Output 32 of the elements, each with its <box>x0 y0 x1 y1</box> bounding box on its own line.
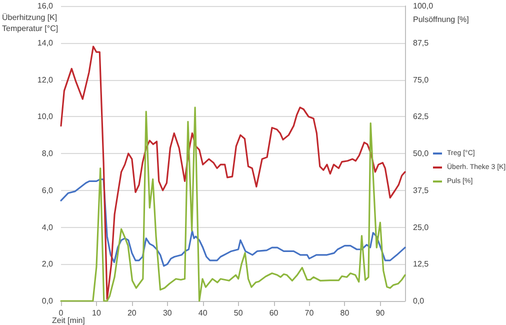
y-tick-label: 2,0 <box>42 260 54 269</box>
y-axis-title: Überhitzung [K] Temperatur [°C] <box>2 13 58 33</box>
x-tick-label: 90 <box>376 308 386 318</box>
x-axis-title: Zeit [min] <box>52 316 85 325</box>
y-tick-label: 0,0 <box>42 296 54 306</box>
y2-tick-label: 0,0 <box>413 296 425 306</box>
y-tick-label: 16,0 <box>37 2 54 10</box>
x-tick-label: 60 <box>269 308 279 318</box>
x-tick-label: 70 <box>304 308 314 318</box>
line-series <box>60 178 406 267</box>
x-tick-label: 80 <box>340 308 350 318</box>
y2-tick-label: 12,5 <box>413 260 430 269</box>
y-tick-label: 6,0 <box>42 186 54 195</box>
y2-tick-label: 25,0 <box>413 222 430 232</box>
x-tick-label: 50 <box>234 308 244 318</box>
x-tick-label: 20 <box>127 308 137 318</box>
y2-tick-label: 50,0 <box>413 149 430 158</box>
x-tick-label: 40 <box>198 308 208 318</box>
y-tick-label: 4,0 <box>42 222 54 232</box>
y2-tick-label: 37,5 <box>413 186 430 195</box>
y2-tick-label: 62,5 <box>413 112 430 122</box>
y2-tick-label: 75,0 <box>413 75 430 84</box>
y-tick-label: 8,0 <box>42 149 54 158</box>
y-tick-label: 12,0 <box>37 75 54 84</box>
x-tick-label: 0 <box>58 308 64 318</box>
x-tick-label: 30 <box>162 308 172 318</box>
y2-axis-title: Pulsöffnung [%] <box>413 15 469 24</box>
y-tick-label: 14,0 <box>37 38 54 48</box>
y2-tick-label: 100,0 <box>413 2 434 10</box>
y-tick-label: 10,0 <box>37 112 54 122</box>
x-tick-label: 10 <box>92 308 102 318</box>
y2-tick-label: 87,5 <box>413 38 430 48</box>
